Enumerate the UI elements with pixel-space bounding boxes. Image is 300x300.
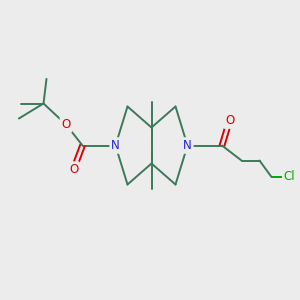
Text: N: N [183, 139, 192, 152]
Text: O: O [225, 114, 234, 127]
Text: Cl: Cl [284, 170, 295, 184]
Text: O: O [61, 118, 70, 131]
Text: N: N [111, 139, 120, 152]
Text: O: O [69, 163, 78, 176]
